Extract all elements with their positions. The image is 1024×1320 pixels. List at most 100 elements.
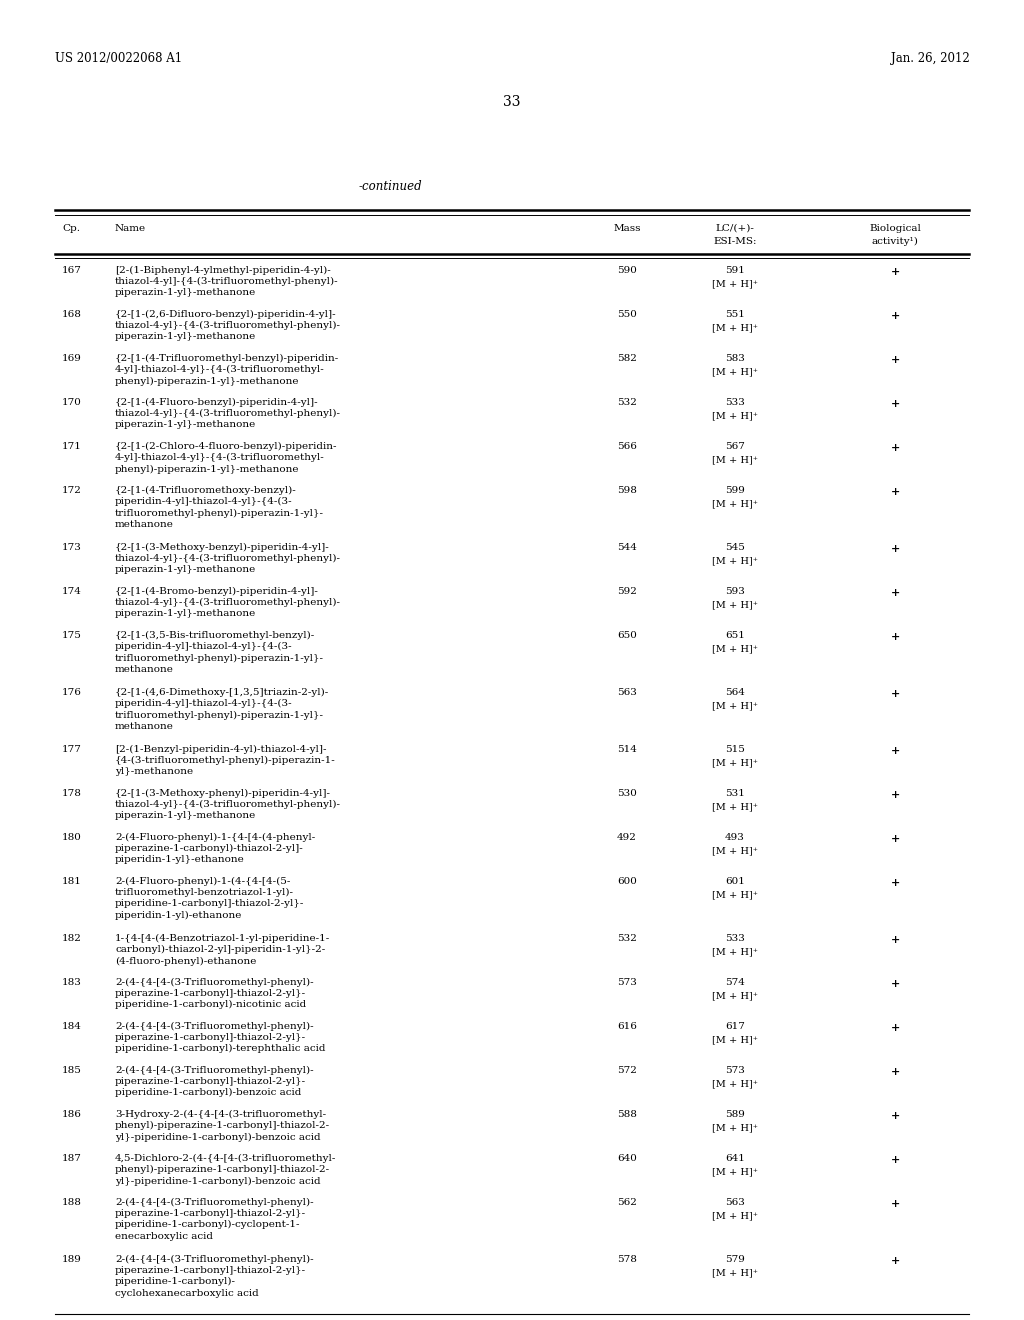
Text: 583: 583 (725, 354, 744, 363)
Text: 515: 515 (725, 744, 744, 754)
Text: [M + H]⁺: [M + H]⁺ (712, 991, 758, 1001)
Text: 592: 592 (617, 587, 637, 597)
Text: {2-[1-(4,6-Dimethoxy-[1,3,5]triazin-2-yl)-
piperidin-4-yl]-thiazol-4-yl}-{4-(3-
: {2-[1-(4,6-Dimethoxy-[1,3,5]triazin-2-yl… (115, 688, 330, 731)
Text: [M + H]⁺: [M + H]⁺ (712, 701, 758, 710)
Text: 2-(4-{4-[4-(3-Trifluoromethyl-phenyl)-
piperazine-1-carbonyl]-thiazol-2-yl}-
pip: 2-(4-{4-[4-(3-Trifluoromethyl-phenyl)- p… (115, 1067, 313, 1097)
Text: 180: 180 (62, 833, 82, 842)
Text: [M + H]⁺: [M + H]⁺ (712, 499, 758, 508)
Text: {2-[1-(3,5-Bis-trifluoromethyl-benzyl)-
piperidin-4-yl]-thiazol-4-yl}-{4-(3-
tri: {2-[1-(3,5-Bis-trifluoromethyl-benzyl)- … (115, 631, 324, 673)
Text: 175: 175 (62, 631, 82, 640)
Text: 178: 178 (62, 789, 82, 799)
Text: +: + (891, 399, 900, 409)
Text: [M + H]⁺: [M + H]⁺ (712, 411, 758, 420)
Text: [2-(1-Benzyl-piperidin-4-yl)-thiazol-4-yl]-
{4-(3-trifluoromethyl-phenyl)-pipera: [2-(1-Benzyl-piperidin-4-yl)-thiazol-4-y… (115, 744, 336, 776)
Text: 564: 564 (725, 688, 744, 697)
Text: +: + (891, 833, 900, 843)
Text: 545: 545 (725, 543, 744, 552)
Text: 2-(4-{4-[4-(3-Trifluoromethyl-phenyl)-
piperazine-1-carbonyl]-thiazol-2-yl}-
pip: 2-(4-{4-[4-(3-Trifluoromethyl-phenyl)- p… (115, 1199, 313, 1241)
Text: +: + (891, 744, 900, 756)
Text: +: + (891, 1067, 900, 1077)
Text: [M + H]⁺: [M + H]⁺ (712, 1123, 758, 1133)
Text: Mass: Mass (613, 224, 641, 234)
Text: 177: 177 (62, 744, 82, 754)
Text: {2-[1-(4-Trifluoromethoxy-benzyl)-
piperidin-4-yl]-thiazol-4-yl}-{4-(3-
trifluor: {2-[1-(4-Trifluoromethoxy-benzyl)- piper… (115, 486, 324, 529)
Text: 601: 601 (725, 876, 744, 886)
Text: 530: 530 (617, 789, 637, 799)
Text: 640: 640 (617, 1154, 637, 1163)
Text: 578: 578 (617, 1255, 637, 1265)
Text: +: + (891, 978, 900, 989)
Text: -continued: -continued (358, 180, 422, 193)
Text: {2-[1-(3-Methoxy-benzyl)-piperidin-4-yl]-
thiazol-4-yl}-{4-(3-trifluoromethyl-ph: {2-[1-(3-Methoxy-benzyl)-piperidin-4-yl]… (115, 543, 341, 574)
Text: 582: 582 (617, 354, 637, 363)
Text: US 2012/0022068 A1: US 2012/0022068 A1 (55, 51, 182, 65)
Text: 566: 566 (617, 442, 637, 451)
Text: 2-(4-{4-[4-(3-Trifluoromethyl-phenyl)-
piperazine-1-carbonyl]-thiazol-2-yl}-
pip: 2-(4-{4-[4-(3-Trifluoromethyl-phenyl)- p… (115, 978, 313, 1010)
Text: +: + (891, 442, 900, 453)
Text: Jan. 26, 2012: Jan. 26, 2012 (891, 51, 970, 65)
Text: 641: 641 (725, 1154, 744, 1163)
Text: 573: 573 (725, 1067, 744, 1074)
Text: 492: 492 (617, 833, 637, 842)
Text: +: + (891, 876, 900, 888)
Text: 600: 600 (617, 876, 637, 886)
Text: 532: 532 (617, 935, 637, 942)
Text: +: + (891, 1154, 900, 1166)
Text: [M + H]⁺: [M + H]⁺ (712, 279, 758, 288)
Text: 599: 599 (725, 486, 744, 495)
Text: +: + (891, 587, 900, 598)
Text: 617: 617 (725, 1022, 744, 1031)
Text: 187: 187 (62, 1154, 82, 1163)
Text: [M + H]⁺: [M + H]⁺ (712, 758, 758, 767)
Text: 168: 168 (62, 310, 82, 319)
Text: 189: 189 (62, 1255, 82, 1265)
Text: [M + H]⁺: [M + H]⁺ (712, 556, 758, 565)
Text: 598: 598 (617, 486, 637, 495)
Text: [M + H]⁺: [M + H]⁺ (712, 803, 758, 810)
Text: +: + (891, 1199, 900, 1209)
Text: [M + H]⁺: [M + H]⁺ (712, 323, 758, 333)
Text: 183: 183 (62, 978, 82, 987)
Text: +: + (891, 631, 900, 642)
Text: 591: 591 (725, 267, 744, 275)
Text: 574: 574 (725, 978, 744, 987)
Text: 593: 593 (725, 587, 744, 597)
Text: 170: 170 (62, 399, 82, 407)
Text: +: + (891, 789, 900, 800)
Text: 588: 588 (617, 1110, 637, 1119)
Text: 551: 551 (725, 310, 744, 319)
Text: 33: 33 (503, 95, 521, 110)
Text: LC/(+)-: LC/(+)- (716, 224, 755, 234)
Text: 174: 174 (62, 587, 82, 597)
Text: 176: 176 (62, 688, 82, 697)
Text: 531: 531 (725, 789, 744, 799)
Text: 173: 173 (62, 543, 82, 552)
Text: 589: 589 (725, 1110, 744, 1119)
Text: [M + H]⁺: [M + H]⁺ (712, 601, 758, 609)
Text: 2-(4-{4-[4-(3-Trifluoromethyl-phenyl)-
piperazine-1-carbonyl]-thiazol-2-yl}-
pip: 2-(4-{4-[4-(3-Trifluoromethyl-phenyl)- p… (115, 1255, 313, 1298)
Text: 514: 514 (617, 744, 637, 754)
Text: [M + H]⁺: [M + H]⁺ (712, 890, 758, 899)
Text: 572: 572 (617, 1067, 637, 1074)
Text: +: + (891, 1255, 900, 1266)
Text: 186: 186 (62, 1110, 82, 1119)
Text: Cp.: Cp. (62, 224, 80, 234)
Text: 532: 532 (617, 399, 637, 407)
Text: 182: 182 (62, 935, 82, 942)
Text: [M + H]⁺: [M + H]⁺ (712, 644, 758, 653)
Text: {2-[1-(4-Bromo-benzyl)-piperidin-4-yl]-
thiazol-4-yl}-{4-(3-trifluoromethyl-phen: {2-[1-(4-Bromo-benzyl)-piperidin-4-yl]- … (115, 587, 341, 619)
Text: 169: 169 (62, 354, 82, 363)
Text: activity¹): activity¹) (871, 238, 919, 246)
Text: [M + H]⁺: [M + H]⁺ (712, 1269, 758, 1276)
Text: [M + H]⁺: [M + H]⁺ (712, 455, 758, 465)
Text: [M + H]⁺: [M + H]⁺ (712, 1210, 758, 1220)
Text: 3-Hydroxy-2-(4-{4-[4-(3-trifluoromethyl-
phenyl)-piperazine-1-carbonyl]-thiazol-: 3-Hydroxy-2-(4-{4-[4-(3-trifluoromethyl-… (115, 1110, 330, 1142)
Text: 550: 550 (617, 310, 637, 319)
Text: +: + (891, 688, 900, 700)
Text: +: + (891, 310, 900, 321)
Text: +: + (891, 1110, 900, 1121)
Text: [M + H]⁺: [M + H]⁺ (712, 1078, 758, 1088)
Text: {2-[1-(4-Trifluoromethyl-benzyl)-piperidin-
4-yl]-thiazol-4-yl}-{4-(3-trifluorom: {2-[1-(4-Trifluoromethyl-benzyl)-piperid… (115, 354, 339, 385)
Text: ESI-MS:: ESI-MS: (714, 238, 757, 246)
Text: {2-[1-(3-Methoxy-phenyl)-piperidin-4-yl]-
thiazol-4-yl}-{4-(3-trifluoromethyl-ph: {2-[1-(3-Methoxy-phenyl)-piperidin-4-yl]… (115, 789, 341, 821)
